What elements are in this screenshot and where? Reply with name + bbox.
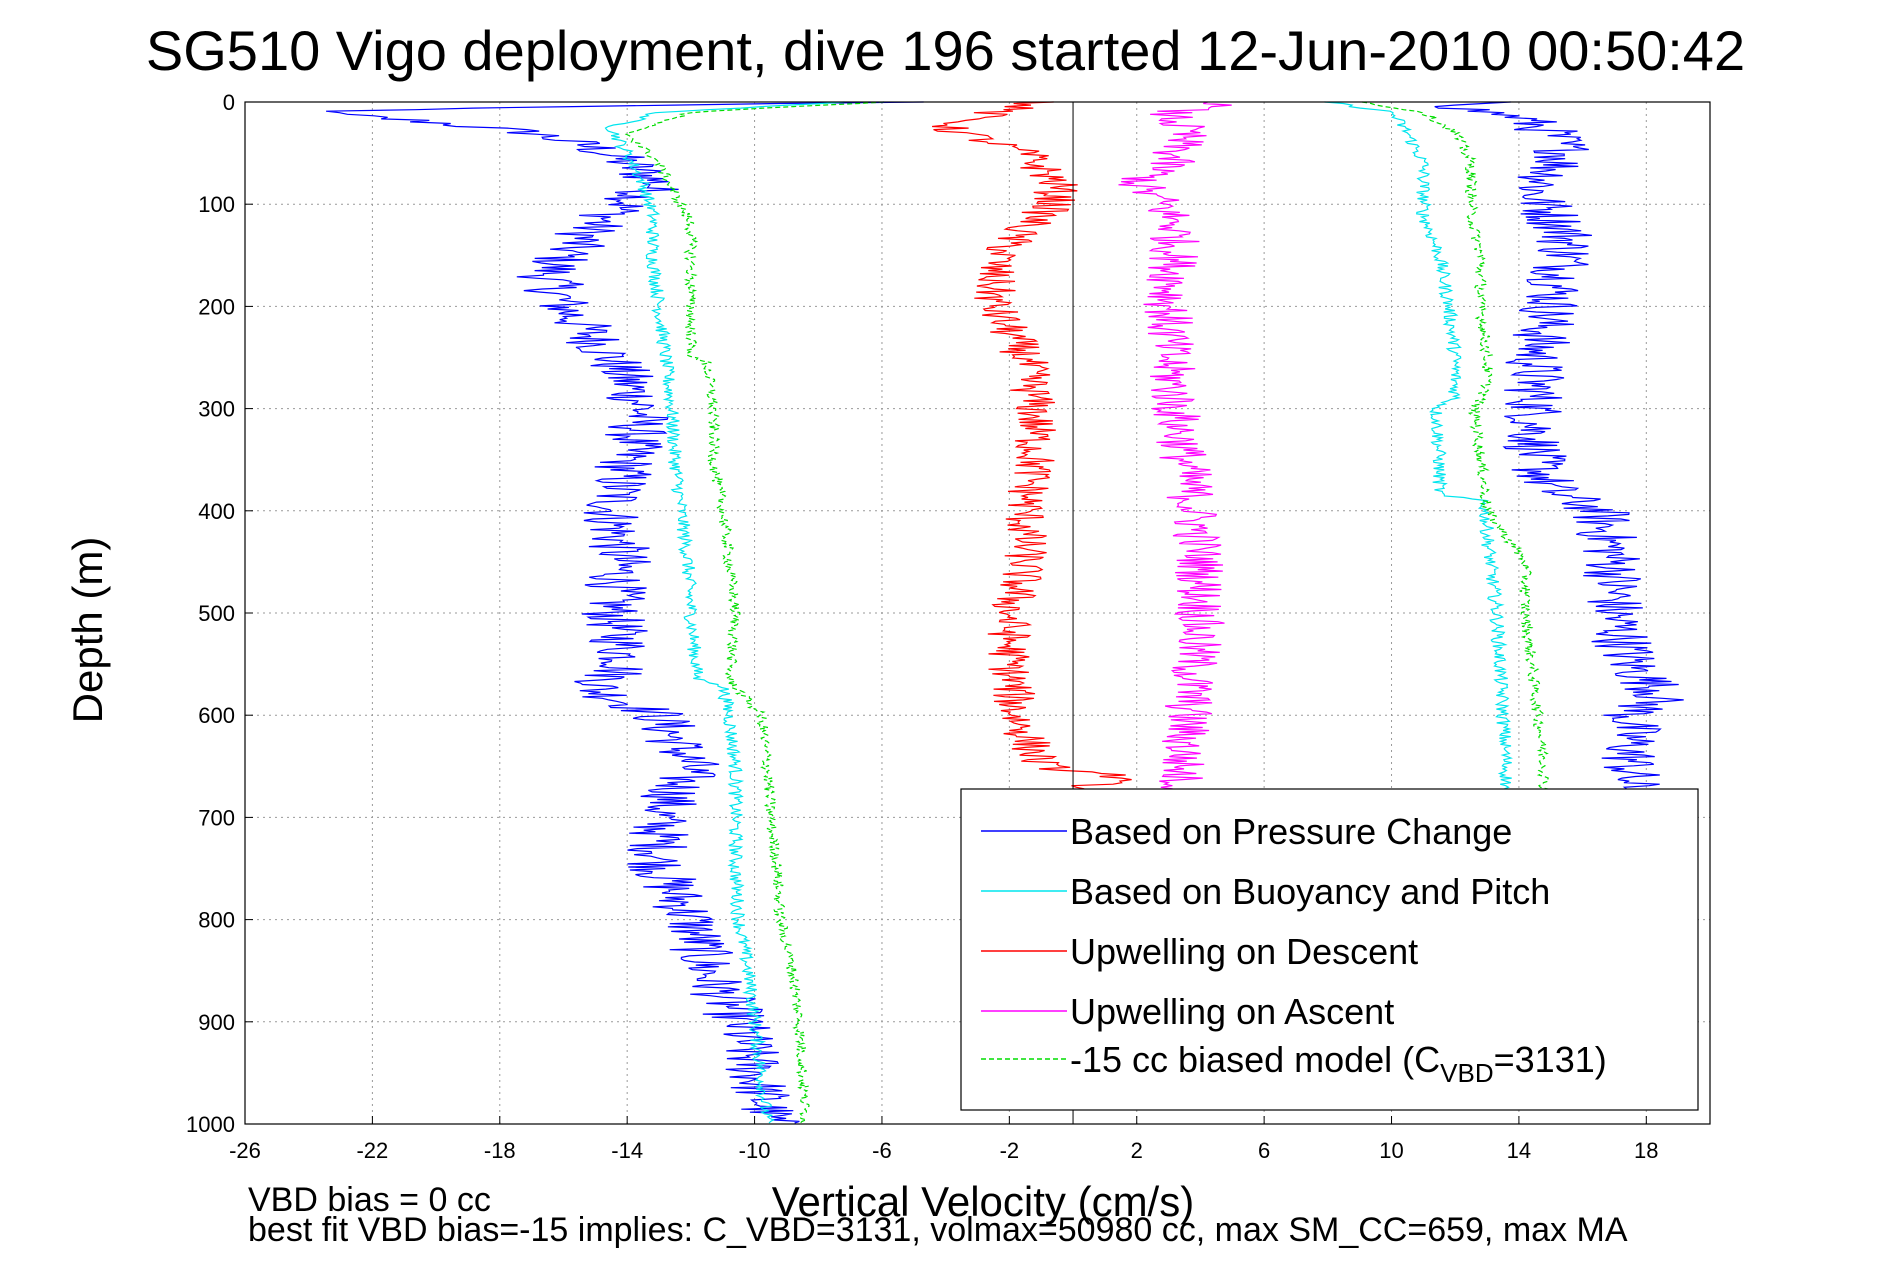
series-line	[932, 101, 1132, 817]
x-tick-label: -22	[356, 1138, 388, 1163]
y-axis-label: Depth (m)	[64, 536, 111, 724]
x-tick-label: -10	[739, 1138, 771, 1163]
y-tick-label: 1000	[186, 1112, 235, 1137]
legend-box	[960, 788, 1699, 1111]
x-tick-label: 18	[1634, 1138, 1658, 1163]
legend-label: Upwelling on Descent	[1070, 931, 1418, 972]
y-tick-label: 600	[198, 703, 235, 728]
series-line	[624, 101, 885, 1124]
y-tick-label: 0	[223, 90, 235, 115]
chart-title: SG510 Vigo deployment, dive 196 started …	[145, 19, 1746, 82]
x-tick-label: -18	[484, 1138, 516, 1163]
series-group	[326, 101, 1684, 1124]
series-0	[326, 101, 1684, 1124]
x-axis-label: Vertical Velocity (cm/s)	[771, 1178, 1195, 1225]
legend-label: Based on Pressure Change	[1070, 811, 1512, 852]
x-tick-label: 14	[1507, 1138, 1531, 1163]
y-tick-label: 400	[198, 499, 235, 524]
series-line	[326, 101, 924, 1124]
x-tick-label: 6	[1258, 1138, 1270, 1163]
y-tick-label: 900	[198, 1010, 235, 1035]
y-tick-label: 300	[198, 397, 235, 422]
x-tick-label: -2	[1000, 1138, 1020, 1163]
series-line	[1324, 101, 1514, 817]
y-tick-label: 100	[198, 192, 235, 217]
note-vbd-bias: VBD bias = 0 cc	[248, 1181, 491, 1219]
series-2	[932, 101, 1132, 817]
y-tick-label: 800	[198, 908, 235, 933]
note-best-fit: best fit VBD bias=-15 implies: C_VBD=313…	[248, 1211, 1628, 1249]
legend-label: Based on Buoyancy and Pitch	[1070, 871, 1550, 912]
series-4	[624, 101, 1551, 1124]
series-line	[1118, 101, 1232, 817]
x-tick-label: -14	[611, 1138, 643, 1163]
series-line	[1434, 101, 1684, 817]
legend-label: -15 cc biased model (CVBD=3131)	[1070, 1039, 1607, 1088]
series-line	[604, 101, 845, 1124]
series-1	[604, 101, 1514, 1124]
axes-box	[244, 101, 1711, 1125]
x-tick-label: 2	[1131, 1138, 1143, 1163]
x-tick-label: -26	[229, 1138, 261, 1163]
y-tick-label: 500	[198, 601, 235, 626]
y-tick-label: 700	[198, 805, 235, 830]
legend-label: Upwelling on Ascent	[1070, 991, 1394, 1032]
series-3	[1118, 101, 1232, 817]
series-line	[1362, 101, 1551, 817]
y-tick-label: 200	[198, 294, 235, 319]
x-tick-label: -6	[872, 1138, 892, 1163]
x-tick-label: 10	[1379, 1138, 1403, 1163]
legend: Based on Pressure Change Based on Buoyanc…	[960, 788, 1699, 1111]
